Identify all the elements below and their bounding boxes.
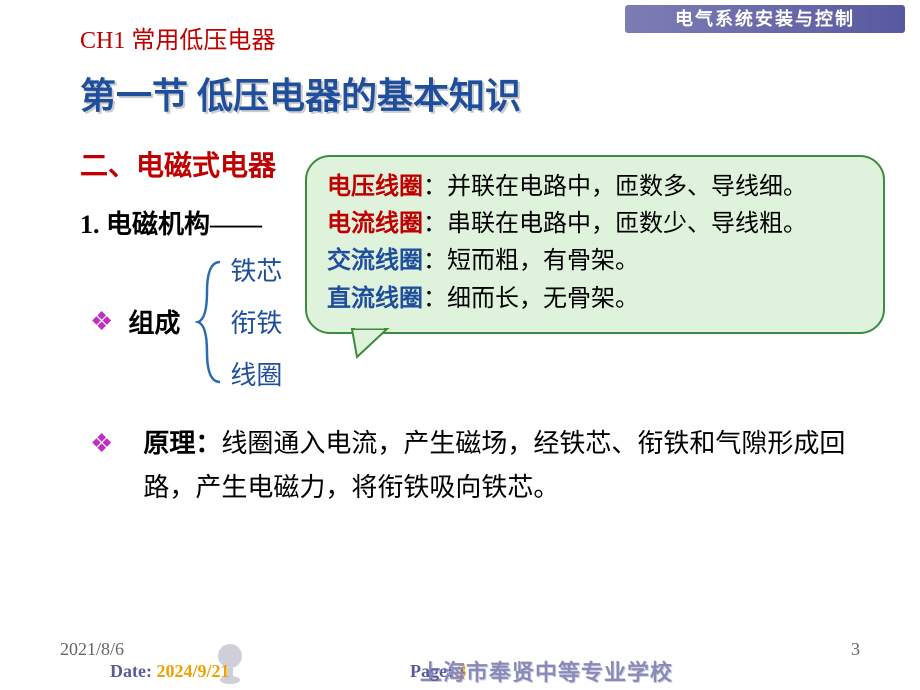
- principle-label: 原理：: [143, 429, 221, 458]
- footer-date-row: Date: 2024/9/21: [110, 661, 230, 682]
- diamond-bullet-icon: ❖: [90, 307, 113, 337]
- callout-line-label: 直流线圈: [327, 286, 423, 312]
- principle-text: 原理：线圈通入电流，产生磁场，经铁芯、衔铁和气隙形成回路，产生电磁力，将衔铁吸向…: [143, 422, 850, 510]
- callout-line-text: ：细而长，无骨架。: [423, 286, 639, 312]
- slide-number: 3: [851, 639, 860, 660]
- corner-banner: 电气系统安装与控制: [625, 5, 905, 33]
- callout-line-text: ：短而粗，有骨架。: [423, 248, 639, 274]
- comp-item: 衔铁: [230, 303, 282, 340]
- slide-footer: 2021/8/6 Date: 2024/9/21 Page: 3 上海市奉贤中等…: [0, 630, 920, 690]
- footer-date-label: Date:: [110, 661, 156, 681]
- comp-item: 线圈: [230, 355, 282, 392]
- diamond-bullet-icon: ❖: [90, 422, 113, 466]
- callout-line-label: 电压线圈: [327, 174, 423, 200]
- section-title: 第一节 低压电器的基本知识: [80, 67, 850, 119]
- footer-school-name: 上海市奉贤中等专业学校: [420, 655, 673, 687]
- speech-callout: 电压线圈：并联在电路中，匝数多、导线细。电流线圈：串联在电路中，匝数少、导线粗。…: [305, 155, 885, 334]
- callout-line-label: 交流线圈: [327, 248, 423, 274]
- principle-block: ❖ 原理：线圈通入电流，产生磁场，经铁芯、衔铁和气隙形成回路，产生电磁力，将衔铁…: [90, 422, 850, 510]
- callout-line-label: 电流线圈: [327, 211, 423, 237]
- footer-date-original: 2021/8/6: [60, 639, 124, 660]
- composition-items: 铁芯 衔铁 线圈: [230, 251, 282, 392]
- composition-label: 组成: [128, 303, 180, 340]
- left-brace-icon: [195, 257, 225, 387]
- callout-line: 直流线圈：细而长，无骨架。: [327, 281, 863, 318]
- comp-item: 铁芯: [230, 251, 282, 288]
- callout-line-text: ：串联在电路中，匝数少、导线粗。: [423, 211, 807, 237]
- callout-tail-icon: [347, 327, 397, 362]
- callout-line: 电流线圈：串联在电路中，匝数少、导线粗。: [327, 206, 863, 243]
- principle-body: 线圈通入电流，产生磁场，经铁芯、衔铁和气隙形成回路，产生电磁力，将衔铁吸向铁芯。: [143, 429, 845, 502]
- slide: 电气系统安装与控制 CH1 常用低压电器 第一节 低压电器的基本知识 二、电磁式…: [0, 0, 920, 690]
- footer-date-value: 2024/9/21: [156, 661, 229, 681]
- callout-line: 交流线圈：短而粗，有骨架。: [327, 243, 863, 280]
- callout-line: 电压线圈：并联在电路中，匝数多、导线细。: [327, 169, 863, 206]
- callout-line-text: ：并联在电路中，匝数多、导线细。: [423, 174, 807, 200]
